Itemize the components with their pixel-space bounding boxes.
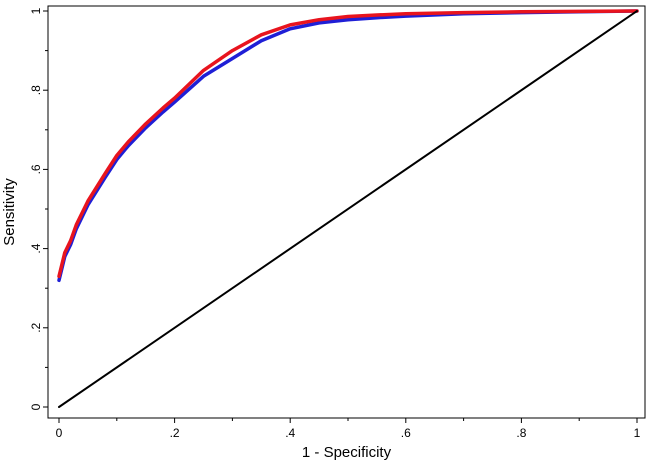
y-tick-label: .6	[29, 164, 43, 174]
series-layer	[57, 9, 639, 408]
y-tick-label: .4	[29, 243, 43, 253]
y-tick-label: 0	[29, 403, 43, 410]
x-axis: 0 .2 .4 .6 .8 1	[56, 418, 641, 440]
x-tick-label: .2	[170, 426, 180, 440]
x-tick-label: .6	[401, 426, 411, 440]
y-tick-label: .8	[29, 85, 43, 95]
y-axis: 0 .2 .4 .6 .8 1	[29, 7, 48, 410]
reference-line	[58, 10, 638, 408]
y-tick-label: .2	[29, 322, 43, 332]
y-axis-title: Sensitivity	[1, 178, 18, 246]
x-tick-label: .8	[516, 426, 526, 440]
x-axis-title: 1 - Specificity	[302, 444, 392, 461]
x-tick-label: .4	[285, 426, 295, 440]
roc-curve-series-2	[57, 9, 639, 279]
y-tick-label: 1	[29, 7, 43, 14]
x-tick-label: 1	[634, 426, 641, 440]
x-tick-label: 0	[56, 426, 63, 440]
